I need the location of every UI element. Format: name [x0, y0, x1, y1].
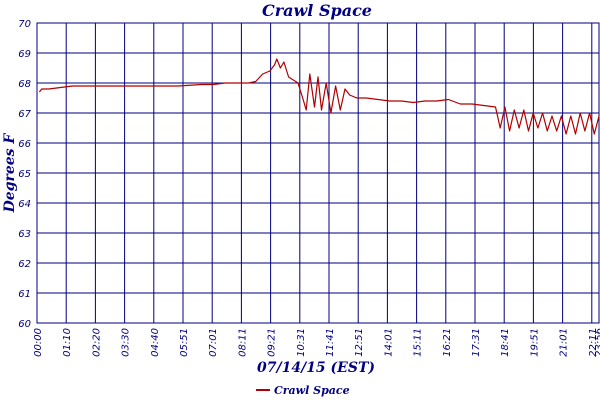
x-tick-label: 07:01 [208, 328, 219, 357]
x-tick-label: 23:56 [594, 328, 600, 357]
y-tick-label: 65 [18, 169, 31, 180]
x-tick-label: 22:11 [588, 328, 599, 357]
x-tick-label: 11:41 [325, 328, 336, 357]
x-tick-label: 15:11 [413, 328, 424, 357]
y-tick-label: 70 [18, 19, 31, 30]
x-tick-label: 01:10 [62, 328, 73, 357]
y-tick-label: 61 [18, 289, 31, 300]
x-tick-label: 17:31 [471, 328, 482, 357]
legend: Crawl Space [256, 384, 350, 397]
chart-title: Crawl Space [262, 1, 372, 20]
x-tick-label: 12:51 [354, 328, 365, 357]
y-tick-label: 62 [18, 259, 31, 270]
x-tick-label: 03:30 [121, 328, 132, 357]
x-tick-label: 09:21 [267, 328, 278, 357]
y-tick-label: 67 [18, 109, 31, 120]
x-tick-label: 02:20 [91, 328, 102, 357]
y-tick-label: 64 [18, 199, 31, 210]
y-tick-label: 63 [18, 229, 31, 240]
grid-lines [36, 22, 599, 324]
y-axis-ticks: 60 61 62 63 64 65 66 67 68 69 70 [18, 19, 31, 330]
x-tick-label: 14:01 [383, 328, 394, 357]
x-axis-ticks: 00:00 01:10 02:20 03:30 04:40 05:51 07:01 08:11… [33, 328, 600, 357]
x-tick-label: 05:51 [179, 328, 190, 357]
series-line-crawl-space [38, 58, 600, 135]
x-tick-label: 00:00 [33, 328, 44, 357]
x-tick-label: 16:21 [442, 328, 453, 357]
x-tick-label: 19:51 [529, 328, 540, 357]
y-tick-label: 68 [18, 79, 31, 90]
series-group [38, 58, 600, 135]
y-tick-label: 60 [18, 319, 31, 330]
x-tick-label: 10:31 [296, 328, 307, 357]
x-tick-label: 04:40 [150, 328, 161, 357]
y-axis-label: Degrees F [2, 133, 18, 214]
y-tick-label: 66 [18, 139, 31, 150]
y-tick-label: 69 [18, 49, 31, 60]
x-tick-label: 21:01 [559, 328, 570, 357]
x-tick-label: 08:11 [237, 328, 248, 357]
x-tick-label: 18:41 [500, 328, 511, 357]
legend-label-crawl-space: Crawl Space [274, 384, 350, 397]
x-axis-label: 07/14/15 (EST) [257, 360, 375, 376]
